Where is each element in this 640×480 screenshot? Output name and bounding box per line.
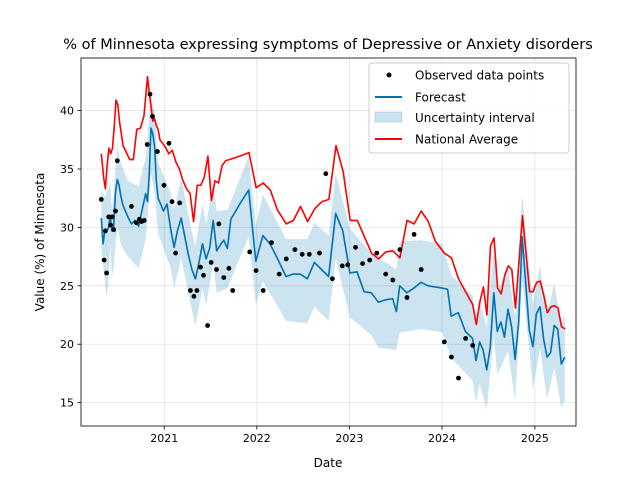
forecast-line [100,127,566,371]
observed-point [216,221,222,227]
observed-point [269,240,274,246]
observed-point [109,214,115,220]
x-axis: 2021 2022 2023 2024 2025 [150,426,549,445]
observed-point [317,250,322,256]
observed-point [188,288,193,293]
y-tick-label: 20 [60,338,74,351]
observed-point [201,272,206,278]
legend-national-label: National Average [415,133,518,147]
observed-point [226,265,232,271]
y-axis-label: Value (%) of Minnesota [33,173,47,312]
observed-point [456,375,461,381]
observed-point [191,293,197,299]
legend-frame [368,62,570,154]
legend-forecast-label: Forecast [415,91,466,105]
observed-point [98,197,104,202]
observed-point [260,288,266,293]
plot-frame [80,57,577,427]
observed-point [353,244,358,250]
observed-points-layer [98,91,476,381]
observed-point [345,262,351,268]
observed-point [397,247,403,253]
observed-point [129,204,134,209]
observed-point [173,250,179,256]
legend-observed-label: Observed data points [415,69,544,83]
observed-point [104,270,109,276]
observed-point [253,268,259,273]
y-tick-label: 15 [60,397,74,410]
observed-point [306,251,312,257]
x-tick-label: 2024 [428,432,456,445]
observed-point [147,91,153,97]
y-tick-label: 35 [60,163,74,176]
observed-point [141,218,147,223]
observed-point [323,171,329,177]
observed-point [383,271,389,277]
observed-point [463,336,468,341]
observed-point [404,295,410,300]
observed-point [214,267,219,272]
y-axis: 15 20 25 30 35 40 [60,105,81,410]
observed-point [113,208,118,214]
line-layer [100,75,566,371]
observed-point [111,227,117,233]
observed-point [449,354,454,360]
observed-point [155,149,160,154]
observed-point [114,158,120,164]
observed-point [230,288,236,293]
y-tick-label: 40 [60,105,74,118]
observed-point [299,251,305,257]
legend: Observed data points Forecast Uncertaint… [368,62,570,154]
observed-point [108,222,114,228]
observed-point [101,257,107,263]
observed-point [144,142,150,147]
uncertainty-band-layer [101,93,565,410]
observed-point [441,339,447,345]
observed-point [470,343,476,348]
observed-point [339,263,345,269]
legend-observed-marker [386,72,392,78]
observed-point [247,249,253,255]
y-tick-label: 25 [60,280,74,293]
observed-point [208,260,214,265]
observed-point [166,140,172,146]
national-average-line [100,75,566,330]
observed-point [374,250,380,256]
x-axis-label: Date [314,456,343,470]
observed-point [390,277,396,283]
observed-point [194,288,200,293]
observed-point [330,276,335,282]
observed-point [161,182,167,188]
observed-point [177,200,183,206]
observed-point [150,114,155,119]
x-tick-label: 2023 [335,432,363,445]
observed-point [367,257,373,263]
observed-point [106,214,112,220]
observed-point [418,267,424,272]
observed-point [276,271,282,277]
chart-title: % of Minnesota expressing symptoms of De… [63,37,593,53]
x-tick-label: 2022 [243,432,271,445]
observed-point [133,220,139,226]
observed-point [283,256,289,262]
observed-point [198,264,203,270]
y-tick-label: 30 [60,221,74,234]
observed-point [103,228,108,234]
observed-point [360,261,365,266]
observed-point [169,199,175,205]
uncertainty-band [101,93,565,410]
observed-point [205,323,211,328]
x-tick-label: 2025 [521,432,549,445]
observed-point [411,232,417,237]
x-tick-label: 2021 [150,432,178,445]
observed-point [292,247,298,253]
legend-uncertainty-swatch [374,111,403,123]
observed-point [221,275,227,280]
legend-uncertainty-label: Uncertainty interval [415,111,535,125]
